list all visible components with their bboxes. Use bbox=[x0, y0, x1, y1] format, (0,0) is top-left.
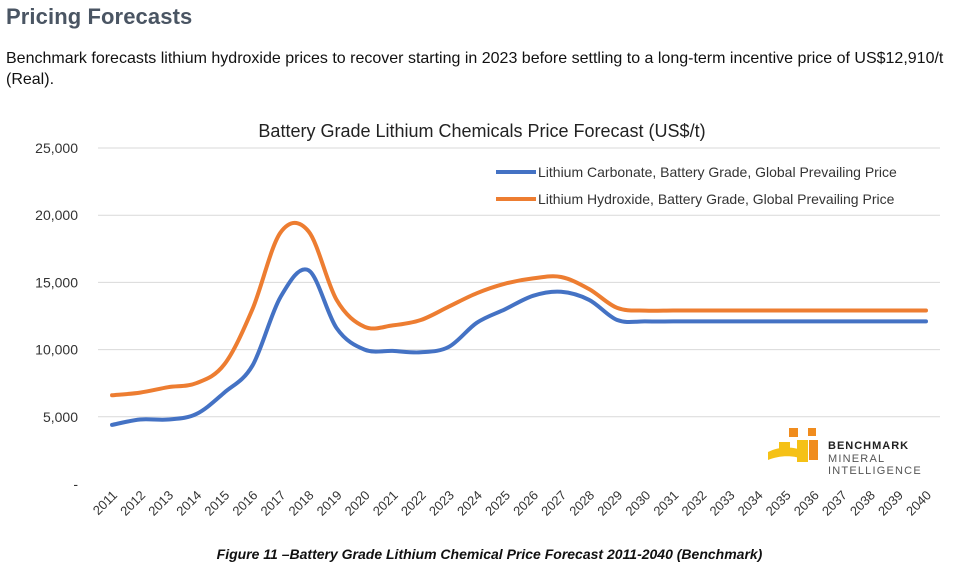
x-tick-label: 2039 bbox=[875, 488, 906, 519]
chart-legend: Lithium Carbonate, Battery Grade, Global… bbox=[496, 164, 897, 207]
page-heading: Pricing Forecasts bbox=[6, 4, 193, 29]
series-line-lithium-carbonate bbox=[110, 267, 928, 427]
x-tick-label: 2032 bbox=[678, 488, 709, 519]
logo-line-2: MINERAL bbox=[828, 453, 886, 465]
y-tick-label: 15,000 bbox=[35, 274, 78, 290]
x-tick-label: 2021 bbox=[370, 488, 401, 519]
x-tick-label: 2028 bbox=[566, 488, 597, 519]
x-tick-label: 2015 bbox=[201, 488, 232, 519]
x-tick-label: 2026 bbox=[510, 488, 541, 519]
series-line-lithium-hydroxide bbox=[110, 220, 928, 398]
y-tick-label: 10,000 bbox=[35, 342, 78, 358]
x-tick-label: 2035 bbox=[763, 488, 794, 519]
y-tick-label: 5,000 bbox=[43, 409, 78, 425]
figure-caption: Figure 11 –Battery Grade Lithium Chemica… bbox=[216, 546, 763, 562]
x-tick-label: 2031 bbox=[650, 488, 681, 519]
x-tick-label: 2019 bbox=[314, 488, 345, 519]
y-axis-ticks: - 5,000 10,000 15,000 20,000 25,000 bbox=[35, 140, 78, 492]
x-tick-label: 2034 bbox=[735, 488, 766, 519]
y-tick-label: 20,000 bbox=[35, 207, 78, 223]
logo-line-1: BENCHMARK bbox=[828, 440, 910, 452]
x-tick-label: 2022 bbox=[398, 488, 429, 519]
x-tick-label: 2037 bbox=[819, 488, 850, 519]
benchmark-logo-icon bbox=[768, 428, 818, 462]
x-tick-label: 2013 bbox=[145, 488, 176, 519]
x-tick-label: 2018 bbox=[286, 488, 317, 519]
x-tick-label: 2030 bbox=[622, 488, 653, 519]
x-tick-label: 2033 bbox=[707, 488, 738, 519]
benchmark-logo-text: BENCHMARK MINERAL INTELLIGENCE bbox=[828, 440, 922, 477]
x-tick-label: 2017 bbox=[257, 488, 288, 519]
x-tick-label: 2020 bbox=[342, 488, 373, 519]
x-tick-label: 2029 bbox=[594, 488, 625, 519]
chart-series bbox=[110, 220, 928, 427]
y-tick-label: 25,000 bbox=[35, 140, 78, 156]
x-tick-label: 2016 bbox=[229, 488, 260, 519]
y-tick-label: - bbox=[73, 476, 78, 492]
x-tick-label: 2023 bbox=[426, 488, 457, 519]
x-tick-label: 2011 bbox=[90, 488, 120, 518]
x-tick-label: 2036 bbox=[791, 488, 822, 519]
x-tick-label: 2025 bbox=[482, 488, 513, 519]
x-tick-label: 2040 bbox=[903, 488, 934, 519]
legend-label: Lithium Hydroxide, Battery Grade, Global… bbox=[538, 191, 895, 207]
intro-paragraph: Benchmark forecasts lithium hydroxide pr… bbox=[6, 50, 944, 88]
chart-title: Battery Grade Lithium Chemicals Price Fo… bbox=[258, 121, 705, 141]
logo-line-3: INTELLIGENCE bbox=[828, 465, 922, 477]
x-tick-label: 2012 bbox=[117, 488, 148, 519]
x-tick-label: 2024 bbox=[454, 488, 485, 519]
x-axis-ticks: 2011201220132014201520162017201820192020… bbox=[90, 488, 934, 519]
legend-label: Lithium Carbonate, Battery Grade, Global… bbox=[538, 164, 897, 180]
x-tick-label: 2038 bbox=[847, 488, 878, 519]
x-tick-label: 2027 bbox=[538, 488, 569, 519]
x-tick-label: 2014 bbox=[173, 488, 204, 519]
